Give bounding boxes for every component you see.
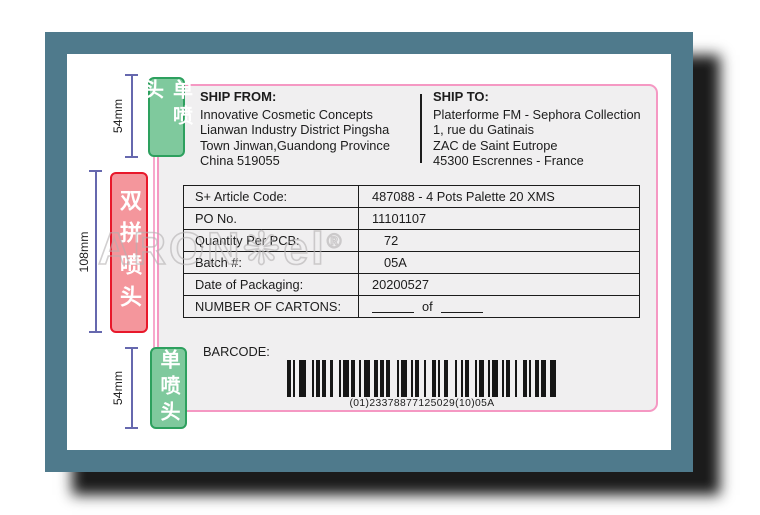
barcode-human-readable: (01)23378877125029(10)05A (349, 398, 495, 409)
measure-label-middle: 108mm (77, 231, 91, 273)
row-label-qty-per-pcb: Quantity Per PCB: (184, 230, 359, 251)
ship-section-divider (420, 94, 422, 163)
measure-cap (125, 74, 138, 76)
measure-label-bottom: 54mm (111, 370, 125, 406)
measure-line-middle (95, 171, 97, 332)
measure-line-top (131, 75, 133, 157)
table-row: NUMBER OF CARTONS: of (184, 295, 639, 317)
label-inner-pink-line (153, 86, 155, 410)
row-value-article-code: 487088 - 4 Pots Palette 20 XMS (372, 189, 555, 204)
table-row: PO No. 11101107 (184, 207, 639, 229)
measure-cap (89, 170, 102, 172)
row-value-packaging-date: 20200527 (372, 277, 429, 292)
tag-single-nozzle-bottom: 单喷头 (150, 347, 187, 429)
measure-cap (125, 427, 138, 429)
row-value-qty-per-pcb: 72 (384, 233, 399, 248)
row-label-packaging-date: Date of Packaging: (184, 274, 359, 295)
shipment-info-table: S+ Article Code: 487088 - 4 Pots Palette… (183, 185, 640, 318)
row-label-batch: Batch #: (184, 252, 359, 273)
table-row: Quantity Per PCB: 72 (184, 229, 639, 251)
ship-to-block: SHIP TO: Platerforme FM - Sephora Collec… (433, 89, 655, 168)
ship-from-block: SHIP FROM: Innovative Cosmetic Concepts … (200, 89, 418, 168)
row-value-number-of-cartons: of (359, 296, 639, 317)
ship-to-address: Platerforme FM - Sephora Collection 1, r… (433, 107, 641, 168)
ship-from-address: Innovative Cosmetic Concepts Lianwan Ind… (200, 107, 390, 168)
tag-single-nozzle-top: 单喷头 (141, 77, 192, 157)
table-row: Date of Packaging: 20200527 (184, 273, 639, 295)
row-value-batch: 05A (384, 255, 407, 270)
measure-line-bottom (131, 348, 133, 428)
cartons-total-blank-line (440, 301, 483, 313)
measure-cap (125, 347, 138, 349)
barcode-label: BARCODE: (203, 344, 270, 359)
row-label-article-code: S+ Article Code: (184, 186, 359, 207)
row-label-po-no: PO No. (184, 208, 359, 229)
tag-double-nozzle: 双拼喷头 (110, 172, 148, 333)
measure-label-top: 54mm (111, 98, 125, 134)
barcode-bars (287, 360, 557, 397)
table-row: S+ Article Code: 487088 - 4 Pots Palette… (184, 186, 639, 207)
row-value-po-no: 11101107 (372, 211, 427, 226)
cartons-of-word: of (422, 299, 433, 314)
cartons-blank-line (372, 301, 414, 313)
measure-cap (89, 331, 102, 333)
table-row: Batch #: 05A (184, 251, 639, 273)
shipping-label-card (157, 84, 658, 412)
ship-from-title: SHIP FROM: (200, 89, 277, 104)
measure-cap (125, 156, 138, 158)
row-label-number-of-cartons: NUMBER OF CARTONS: (184, 296, 359, 317)
ship-to-title: SHIP TO: (433, 89, 489, 104)
